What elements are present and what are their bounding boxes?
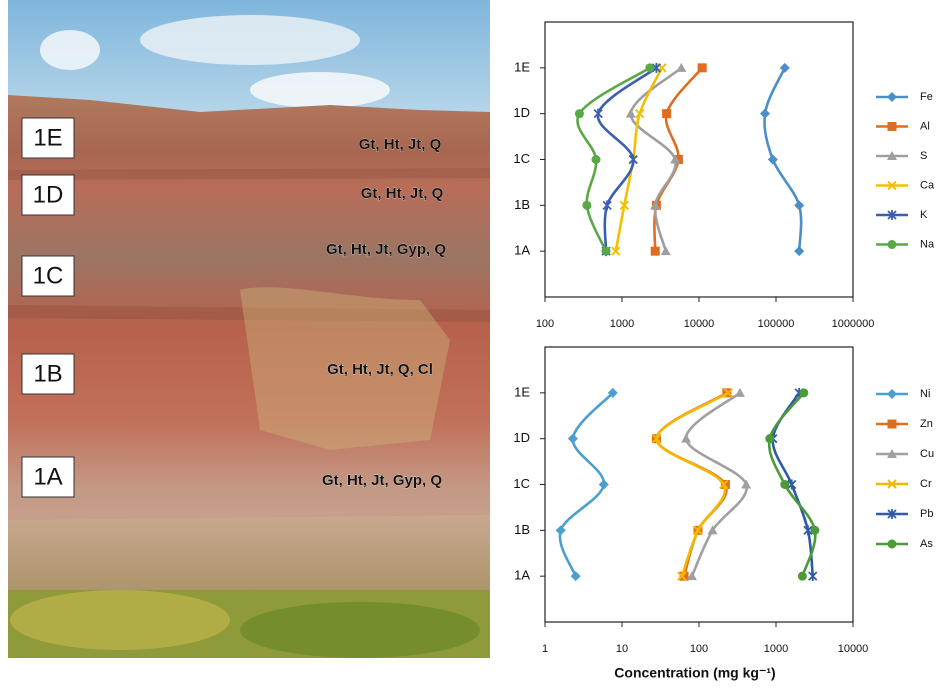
legend-marker <box>887 92 897 102</box>
point <box>592 155 601 164</box>
x-tick-label: 100 <box>690 643 708 655</box>
legend-label: K <box>920 209 928 221</box>
x-tick-label: 1 <box>542 643 548 655</box>
plots: 100 1000 10000 100000 1000000 1A 1B 1C 1D 1E Fe Al S… <box>513 22 935 681</box>
point <box>629 155 637 165</box>
photo <box>8 0 490 658</box>
point <box>599 480 609 490</box>
legend-marker <box>888 420 897 429</box>
legend-label: Zn <box>920 418 933 430</box>
point <box>780 63 790 73</box>
point <box>765 434 774 443</box>
legend-marker <box>888 540 897 549</box>
point <box>556 525 566 535</box>
legend-marker <box>888 240 897 249</box>
x-tick-label: 1000 <box>610 318 634 330</box>
layer-minerals: Gt, Ht, Jt, Q, Cl <box>327 361 433 378</box>
y-tick-label: 1B <box>514 522 530 537</box>
y-tick-label: 1A <box>514 243 530 258</box>
y-tick-label: 1D <box>513 105 530 120</box>
point <box>568 434 578 444</box>
legend-label: Fe <box>920 91 933 103</box>
y-tick-label: 1E <box>514 59 530 74</box>
x-tick-label: 10 <box>616 643 628 655</box>
point <box>602 247 611 256</box>
point <box>645 63 654 72</box>
point <box>810 526 819 535</box>
legend-label: Na <box>920 238 935 250</box>
x-tick-label: 100 <box>536 318 554 330</box>
y-tick-label: 1E <box>514 384 530 399</box>
legend-marker <box>887 389 897 399</box>
y-tick-label: 1C <box>513 151 530 166</box>
point <box>780 480 789 489</box>
layer-label: 1C <box>33 262 64 289</box>
layer-minerals: Gt, Ht, Jt, Gyp, Q <box>326 241 446 258</box>
legend-label: Al <box>920 120 930 132</box>
point <box>603 200 611 210</box>
x-tick-label: 10000 <box>684 318 715 330</box>
y-tick-label: 1B <box>514 197 530 212</box>
point <box>594 109 602 119</box>
point <box>794 200 804 210</box>
y-tick-label: 1A <box>514 568 530 583</box>
chart: 100 1000 10000 100000 1000000 1A 1B 1C 1D 1E Fe Al S… <box>513 22 935 330</box>
legend-label: S <box>920 150 927 162</box>
layer-label: 1D <box>33 181 64 208</box>
point <box>794 246 804 256</box>
layer-minerals: Gt, Ht, Jt, Q <box>359 136 442 153</box>
layer-label: 1B <box>33 360 62 387</box>
plot-frame <box>545 22 853 297</box>
point <box>582 201 591 210</box>
point <box>768 155 778 165</box>
point <box>575 109 584 118</box>
layer-minerals: Gt, Ht, Jt, Gyp, Q <box>322 472 442 489</box>
layer-label: 1E <box>33 124 62 151</box>
point <box>681 434 691 443</box>
legend-label: Pb <box>920 508 933 520</box>
legend-label: As <box>920 538 933 550</box>
point <box>735 388 745 397</box>
point <box>626 109 636 118</box>
point <box>662 109 671 118</box>
legend-label: Cu <box>920 448 934 460</box>
layer-minerals: Gt, Ht, Jt, Q <box>361 185 444 202</box>
point <box>571 571 581 581</box>
x-tick-label: 1000000 <box>832 318 875 330</box>
series-line <box>686 393 747 576</box>
point <box>651 247 660 256</box>
point <box>799 388 808 397</box>
legend-marker <box>888 122 897 131</box>
legend-label: Ni <box>920 388 930 400</box>
point <box>676 63 686 72</box>
figure: 1E Gt, Ht, Jt, Q 1D Gt, Ht, Jt, Q 1C Gt, Ht, … <box>0 0 943 685</box>
legend-label: Ca <box>920 179 935 191</box>
x-tick-label: 10000 <box>838 643 869 655</box>
chart: 1 10 100 1000 10000 1A 1B 1C 1D 1E Ni Zn Cu Cr Pb As Con… <box>513 347 934 681</box>
x-tick-label: 100000 <box>758 318 795 330</box>
x-tick-label: 1000 <box>764 643 788 655</box>
legend-label: Cr <box>920 478 932 490</box>
y-tick-label: 1C <box>513 476 530 491</box>
point <box>798 572 807 581</box>
point <box>809 571 817 581</box>
y-tick-label: 1D <box>513 430 530 445</box>
point <box>661 246 671 255</box>
x-axis-title: Concentration (mg kg⁻¹) <box>614 665 775 681</box>
plot-frame <box>545 347 853 622</box>
page: 1E Gt, Ht, Jt, Q 1D Gt, Ht, Jt, Q 1C Gt, Ht, … <box>0 0 943 690</box>
layer-label: 1A <box>33 463 62 490</box>
point <box>698 63 707 72</box>
point <box>760 109 770 119</box>
